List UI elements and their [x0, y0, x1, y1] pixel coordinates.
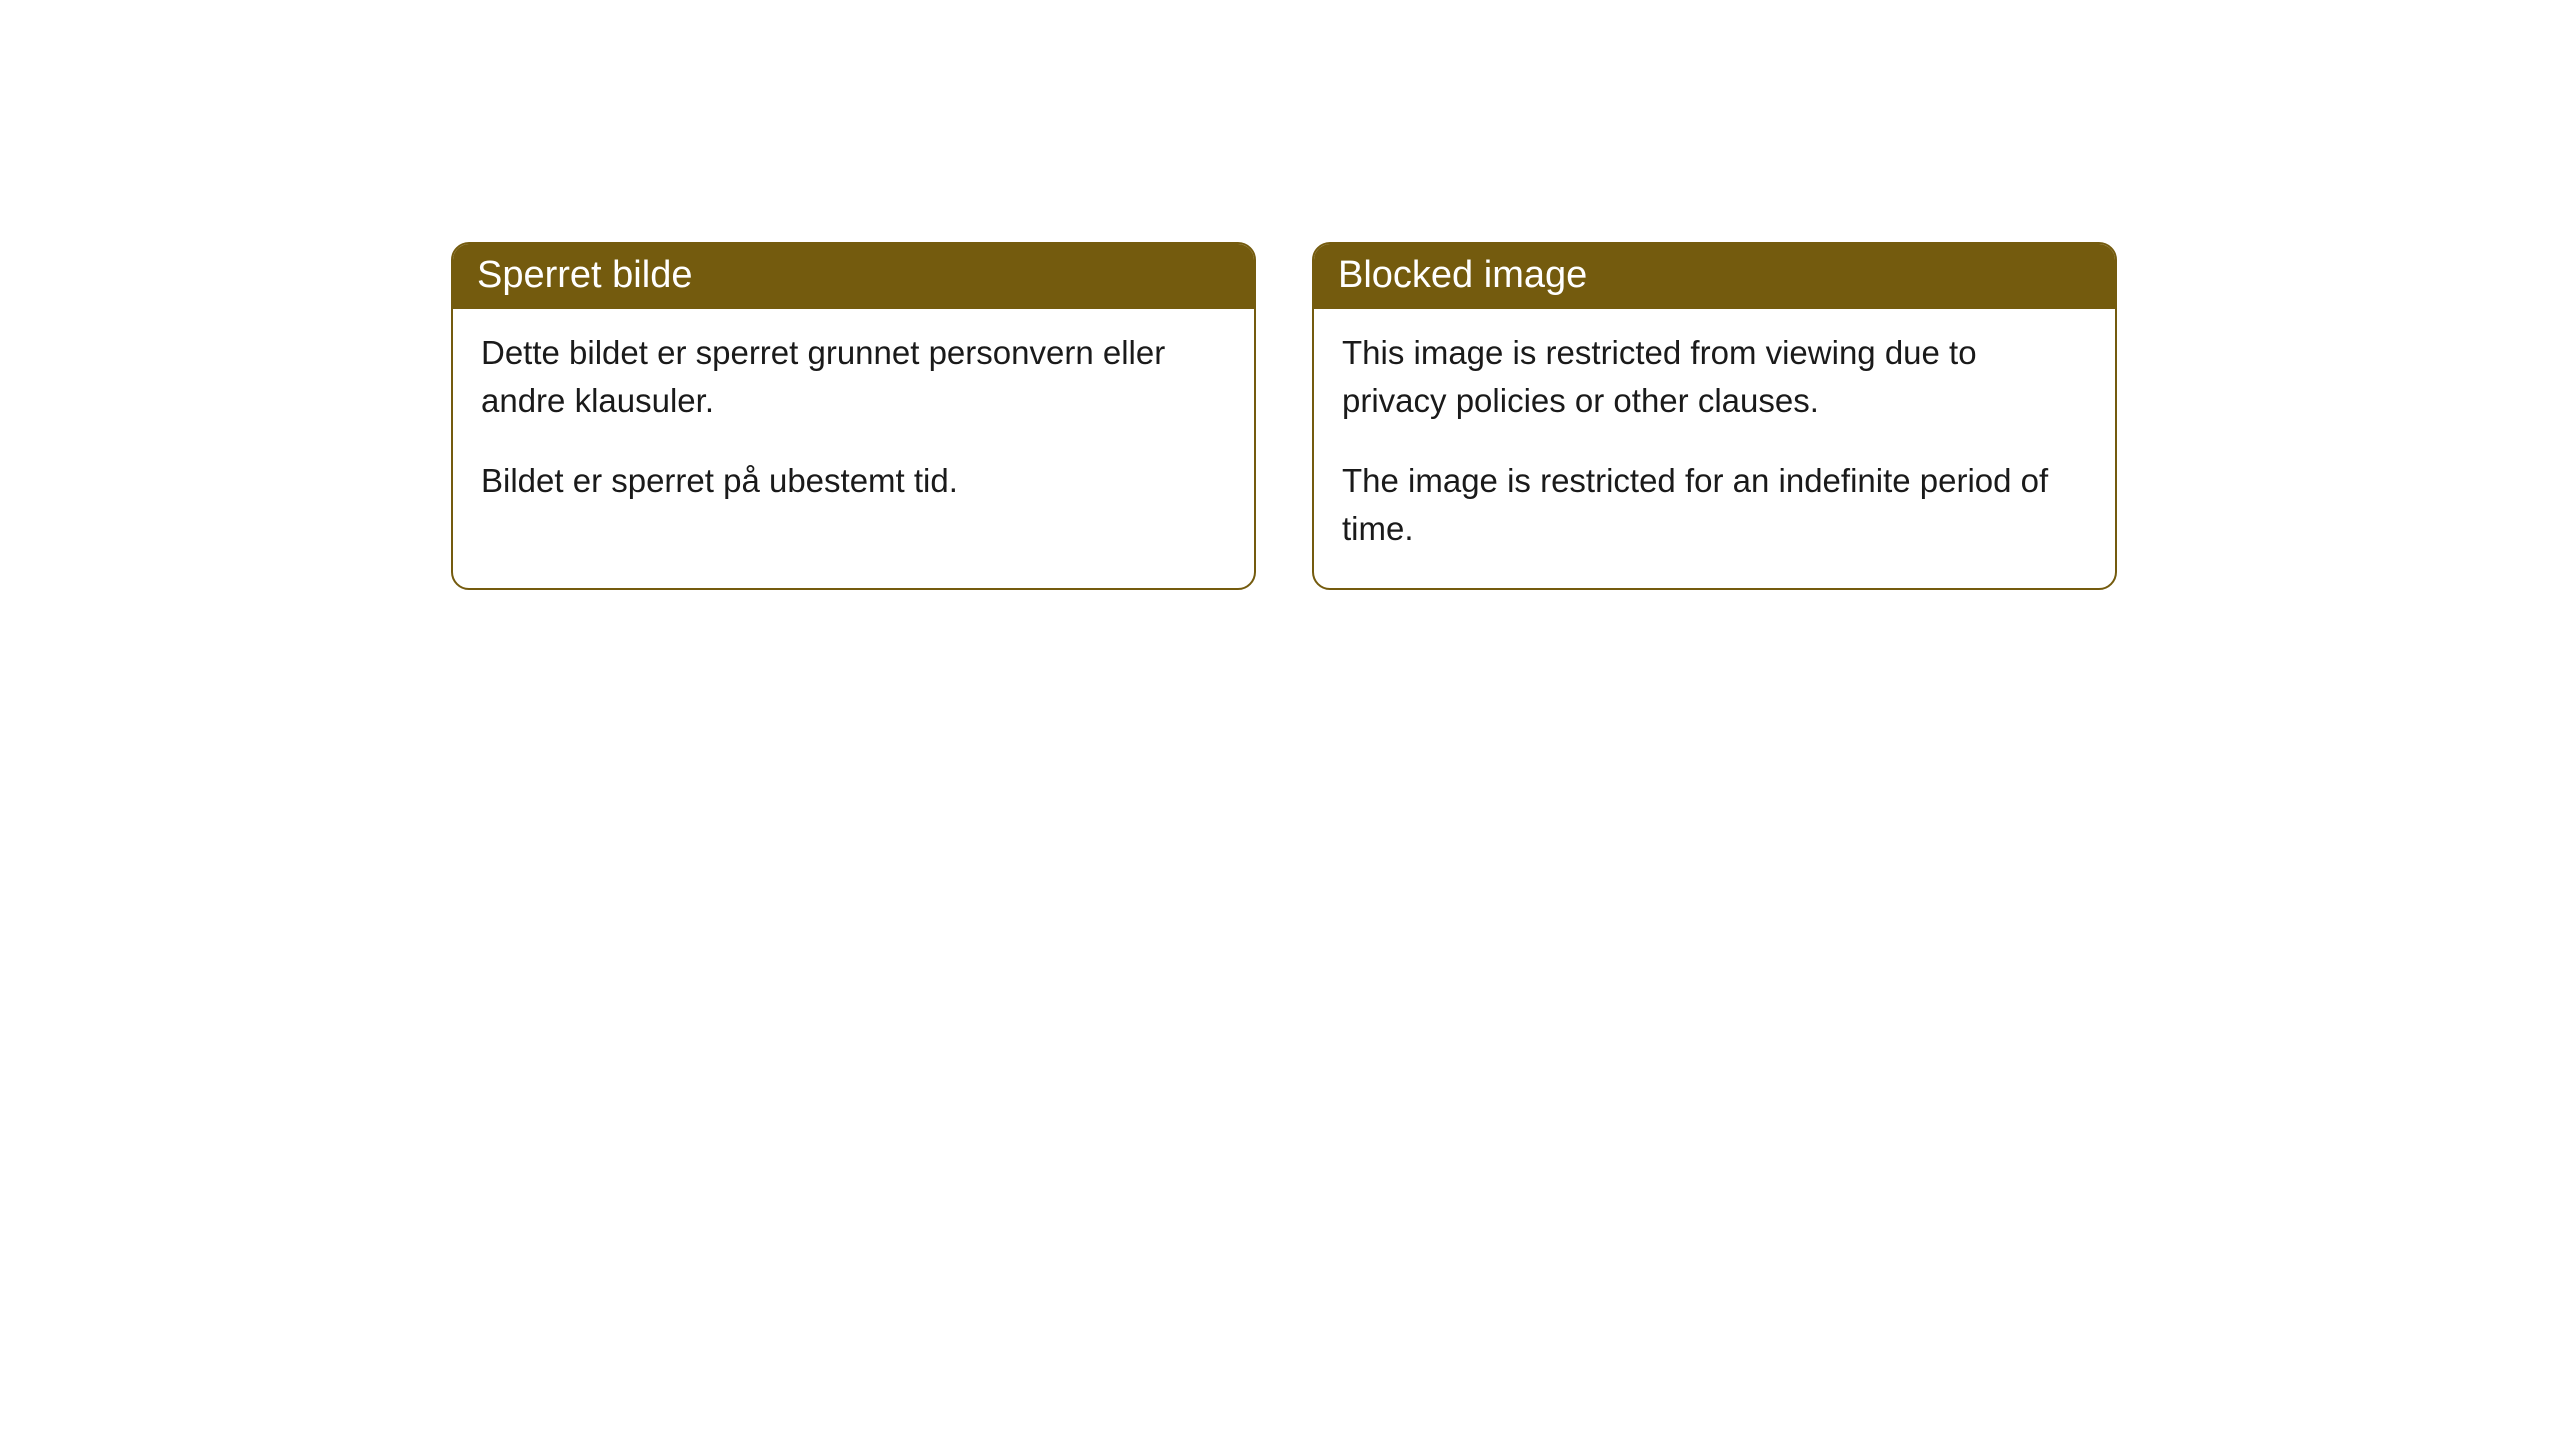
card-paragraph: Bildet er sperret på ubestemt tid.	[481, 457, 1226, 505]
card-paragraph: This image is restricted from viewing du…	[1342, 329, 2087, 425]
card-body: This image is restricted from viewing du…	[1314, 309, 2115, 588]
card-paragraph: The image is restricted for an indefinit…	[1342, 457, 2087, 553]
notice-container: Sperret bilde Dette bildet er sperret gr…	[451, 242, 2117, 590]
card-body: Dette bildet er sperret grunnet personve…	[453, 309, 1254, 541]
notice-card-english: Blocked image This image is restricted f…	[1312, 242, 2117, 590]
card-header: Blocked image	[1314, 244, 2115, 309]
card-paragraph: Dette bildet er sperret grunnet personve…	[481, 329, 1226, 425]
notice-card-norwegian: Sperret bilde Dette bildet er sperret gr…	[451, 242, 1256, 590]
card-header: Sperret bilde	[453, 244, 1254, 309]
